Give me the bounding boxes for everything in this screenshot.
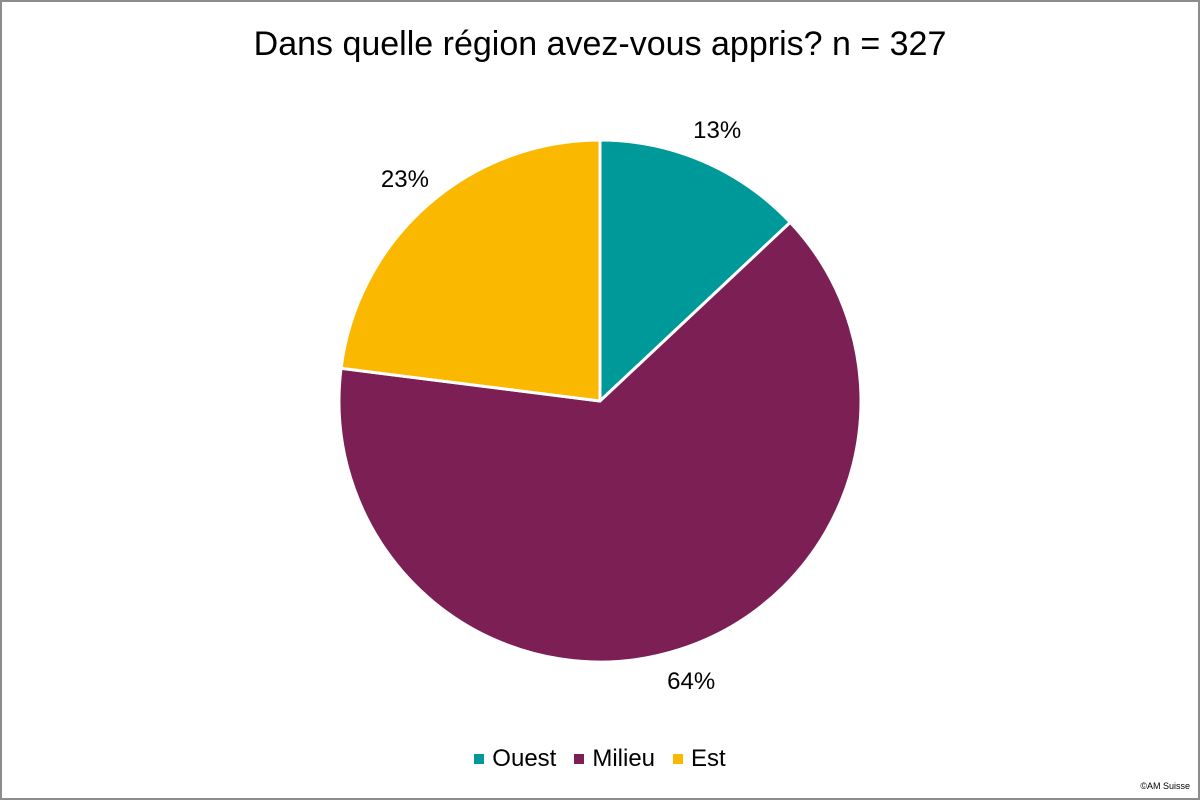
chart-title: Dans quelle région avez-vous appris? n =… xyxy=(253,25,947,63)
pie-slice-est xyxy=(339,138,602,403)
pie-labels: 13% 64% 23% xyxy=(381,117,741,695)
copyright-notice: ©AM Suisse xyxy=(1140,781,1190,791)
legend-item-milieu: Milieu xyxy=(574,743,655,775)
chart-legend: Ouest Milieu Est xyxy=(0,743,1200,775)
legend-item-est: Est xyxy=(673,743,726,775)
legend-item-ouest: Ouest xyxy=(474,743,556,775)
legend-label-ouest: Ouest xyxy=(492,745,557,772)
legend-label-est: Est xyxy=(691,745,726,772)
pie-slice-ouest xyxy=(598,138,792,403)
legend-swatch-milieu xyxy=(574,754,585,764)
data-label-ouest: 13% xyxy=(693,117,741,144)
legend-swatch-ouest xyxy=(474,754,485,764)
legend-swatch-est xyxy=(673,754,684,764)
data-label-est: 23% xyxy=(381,166,429,193)
legend-label-milieu: Milieu xyxy=(592,745,656,772)
data-label-milieu: 64% xyxy=(667,668,715,695)
pie-slice-milieu xyxy=(337,220,863,664)
pie-slices xyxy=(337,138,863,664)
